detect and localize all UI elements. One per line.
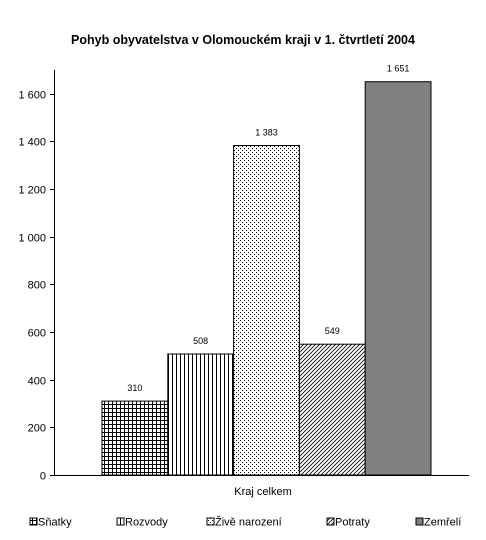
- legend-label-3: Potraty: [335, 517, 370, 529]
- bar-1: [167, 353, 235, 476]
- data-label-2: 1 383: [255, 128, 278, 138]
- y-tick-label-6: 1 200: [18, 185, 46, 197]
- data-label-3: 549: [325, 326, 340, 336]
- data-label-4: 1 651: [387, 64, 410, 74]
- x-category-label: Kraj celkem: [234, 486, 291, 498]
- bar-0: [101, 400, 169, 476]
- legend: Sňatky Rozvody Živě narození Potraty Zemřelí: [29, 516, 461, 529]
- bar-3: [298, 343, 366, 476]
- data-label-0: 310: [127, 383, 142, 393]
- legend-label-4: Zemřelí: [424, 517, 461, 529]
- legend-swatch-0: [29, 517, 38, 526]
- bars: [101, 81, 432, 476]
- y-tick-label-8: 1 600: [18, 90, 46, 102]
- data-label-1: 508: [193, 336, 208, 346]
- y-tick-label-7: 1 400: [18, 137, 46, 149]
- y-tick-label-1: 200: [28, 423, 46, 435]
- legend-label-1: Rozvody: [125, 517, 168, 529]
- legend-swatch-4: [415, 517, 424, 526]
- y-tick-label-2: 400: [28, 376, 46, 388]
- chart-title: Pohyb obyvatelstva v Olomouckém kraji v …: [71, 33, 415, 47]
- legend-label-0: Sňatky: [38, 517, 72, 529]
- y-tick-label-4: 800: [28, 280, 46, 292]
- legend-swatch-1: [116, 517, 125, 526]
- bar-2: [233, 145, 300, 476]
- value-labels: 310 508 1 383 549 1 651: [127, 64, 409, 393]
- legend-label-2: Živě narození: [215, 516, 282, 529]
- bar-4: [364, 81, 432, 476]
- y-tick-label-3: 600: [28, 328, 46, 340]
- y-tick-label-0: 0: [40, 471, 46, 483]
- y-tick-label-5: 1 000: [18, 233, 46, 245]
- legend-swatch-2: [206, 517, 215, 526]
- y-axis: 0 200 400 600 800 1 000 1 200 1 400 1 600: [18, 70, 55, 483]
- legend-swatch-3: [326, 517, 335, 526]
